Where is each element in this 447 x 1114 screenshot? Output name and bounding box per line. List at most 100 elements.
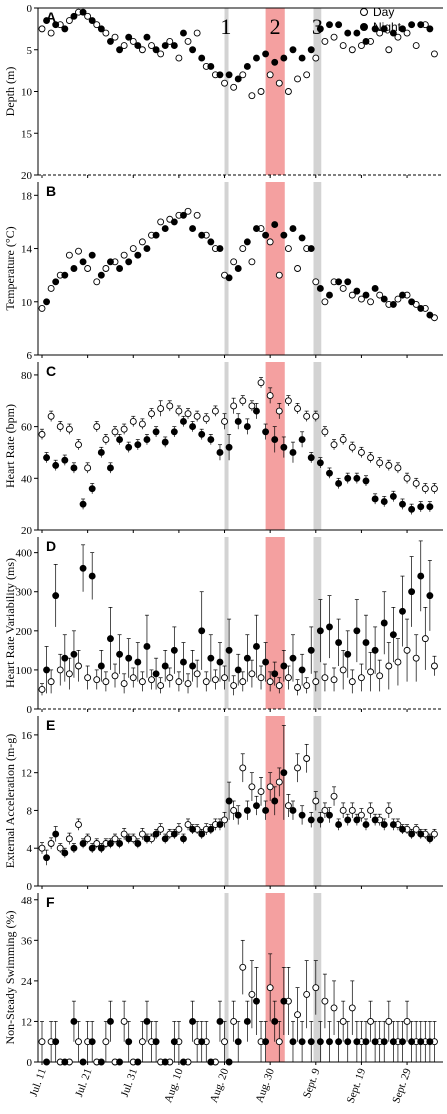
panel-f: 0 12 24 36 48 Non-Steady Swimming (%) F: [3, 893, 443, 1069]
data-point-day: [38, 686, 46, 693]
y-tick-label: 20: [21, 170, 33, 182]
data-point-night: [399, 25, 406, 33]
data-point-day: [138, 238, 146, 246]
data-point-day: [157, 50, 165, 58]
data-point-day: [294, 405, 301, 412]
data-point-night: [52, 461, 60, 469]
data-point-day: [367, 668, 375, 676]
data-point-night: [125, 443, 133, 451]
x-tick-label: Jul. 21: [73, 1067, 94, 1099]
data-point-night: [289, 1038, 297, 1046]
data-point-day: [367, 1017, 375, 1025]
event-band-1: [224, 182, 229, 355]
event-band-2: [265, 893, 285, 1062]
data-point-night: [207, 654, 215, 662]
data-point-night: [143, 436, 151, 443]
series-night: [43, 8, 434, 83]
data-point-day: [412, 654, 420, 662]
data-point-day: [403, 1017, 411, 1025]
legend-label-day: Day: [373, 5, 394, 19]
data-point-day: [303, 990, 311, 998]
data-point-night: [43, 454, 51, 462]
data-point-night: [389, 821, 397, 829]
data-point-night: [97, 25, 105, 33]
data-point-day: [138, 830, 146, 838]
y-axis-label: Depth (m): [3, 67, 17, 117]
data-point-night: [97, 1058, 105, 1066]
y-tick-label: 6: [27, 350, 33, 362]
data-point-day: [394, 464, 402, 472]
data-point-day: [138, 1038, 146, 1046]
data-point-day: [175, 54, 183, 62]
event-label-2: 2: [270, 14, 281, 39]
data-point-night: [243, 423, 251, 431]
data-point-night: [125, 1038, 133, 1046]
y-tick-label: 48: [21, 895, 33, 907]
legend-label-night: Night: [373, 20, 402, 34]
data-point-night: [207, 436, 215, 443]
data-point-night: [380, 1038, 388, 1046]
y-tick-label: 24: [21, 976, 33, 988]
data-point-day: [275, 682, 283, 689]
data-point-night: [189, 825, 197, 833]
data-point-day: [357, 295, 365, 303]
data-point-day: [221, 1038, 228, 1046]
data-point-day: [230, 258, 238, 266]
data-point-day: [421, 635, 429, 643]
x-tick-label: Jul. 11: [28, 1067, 49, 1098]
data-point-night: [234, 811, 242, 819]
data-point-night: [152, 670, 160, 678]
data-point-day: [38, 304, 46, 312]
data-point-night: [307, 646, 315, 654]
data-point-night: [79, 258, 87, 266]
data-point-day: [275, 778, 283, 786]
data-point-night: [426, 835, 434, 843]
data-point-day: [129, 37, 137, 45]
data-point-day: [102, 265, 110, 272]
data-point-day: [221, 79, 228, 87]
data-point-night: [170, 218, 178, 226]
data-point-night: [61, 654, 69, 662]
data-point-day: [47, 285, 55, 292]
data-point-day: [430, 50, 438, 58]
y-tick-label: 16: [21, 730, 33, 742]
data-point-day: [294, 75, 301, 83]
data-point-day: [184, 37, 192, 45]
data-point-day: [239, 678, 247, 686]
data-point-day: [376, 29, 384, 37]
data-point-night: [216, 658, 224, 666]
data-point-day: [257, 788, 265, 796]
data-point-day: [148, 410, 155, 418]
data-point-night: [97, 662, 105, 670]
data-point-day: [93, 840, 101, 847]
data-point-night: [289, 654, 297, 662]
data-point-day: [65, 17, 73, 24]
data-point-day: [294, 684, 301, 691]
data-point-night: [344, 816, 352, 824]
data-point-night: [408, 21, 416, 29]
data-point-day: [120, 42, 128, 50]
data-point-night: [262, 428, 270, 436]
data-point-day: [47, 412, 55, 420]
data-point-night: [344, 29, 352, 37]
data-point-day: [202, 678, 210, 686]
y-tick-label: 15: [21, 128, 33, 140]
data-point-night: [280, 769, 288, 777]
data-point-night: [253, 997, 260, 1005]
data-point-night: [243, 62, 251, 70]
data-point-day: [294, 764, 301, 772]
data-point-night: [316, 1038, 324, 1046]
data-point-night: [88, 1038, 96, 1046]
series-night: [43, 403, 434, 515]
data-point-night: [380, 821, 388, 829]
data-point-night: [225, 1058, 233, 1066]
data-point-night: [43, 854, 51, 862]
data-point-night: [125, 835, 133, 843]
panel-letter: E: [46, 717, 55, 733]
data-point-night: [380, 295, 388, 303]
data-point-night: [106, 37, 114, 45]
y-tick-label: 0: [27, 1057, 33, 1069]
y-axis-label: Non-Steady Swimming (%): [3, 911, 17, 1045]
data-point-day: [120, 425, 128, 433]
data-point-night: [307, 1038, 315, 1046]
